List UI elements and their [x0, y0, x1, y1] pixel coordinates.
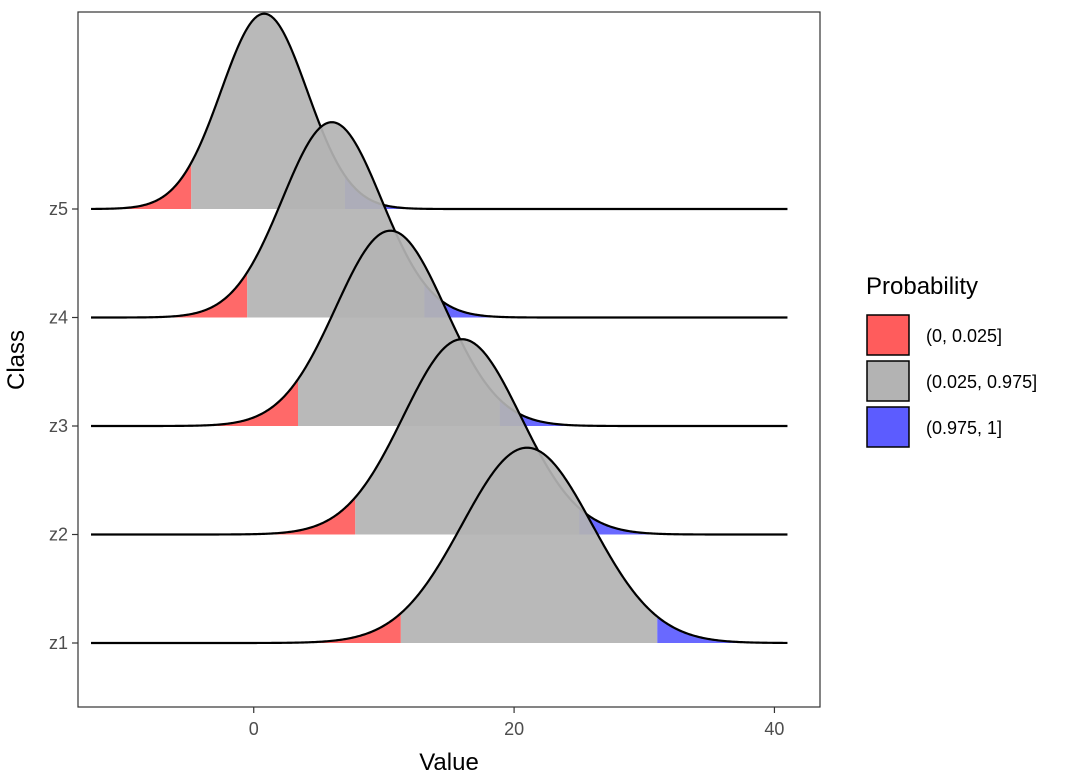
legend-swatch-central [866, 360, 910, 402]
ridge-z1-central [400, 447, 658, 643]
ridge-z2 [91, 338, 788, 536]
ridge-z1-outline [91, 446, 788, 645]
ridge-z3-upper-tail [499, 399, 788, 426]
x-tick-label-40: 40 [764, 719, 784, 739]
plot-panel-border [77, 11, 821, 708]
ridge-z5-lower-tail [91, 162, 192, 209]
legend-label-lower-tail: (0, 0.025] [926, 326, 1002, 346]
legend: Probability (0, 0.025] (0.025, 0.975] (0… [866, 273, 1037, 448]
legend-label-upper-tail: (0.975, 1] [926, 418, 1002, 438]
ridge-z4-lower-tail [91, 272, 248, 318]
y-tick-label-z3: z3 [49, 416, 68, 436]
y-axis-title: Class [3, 330, 30, 390]
ridge-z5-upper-tail [344, 175, 788, 209]
x-axis-title: Value [419, 749, 479, 776]
x-tick-label-0: 0 [249, 719, 259, 739]
legend-swatch-lower-tail [866, 314, 910, 356]
legend-title: Probability [866, 273, 978, 300]
ridge-z2-lower-tail [91, 497, 356, 535]
ridge-z1-upper-tail [657, 616, 788, 643]
ridge-z5 [91, 12, 788, 211]
ridge-z4 [91, 121, 788, 319]
x-tick-label-20: 20 [504, 719, 524, 739]
y-axis: z1 z2 z3 z4 z5 [49, 199, 78, 653]
ridge-z2-outline [91, 338, 788, 536]
x-axis: 0 20 40 [249, 707, 784, 739]
ridge-z4-upper-tail [424, 283, 788, 318]
y-tick-label-z4: z4 [49, 308, 68, 328]
ridges-layer [91, 12, 788, 645]
ridge-z1 [91, 446, 788, 645]
legend-swatch-upper-tail [866, 406, 910, 448]
y-tick-label-z1: z1 [49, 633, 68, 653]
ridge-z2-upper-tail [579, 508, 788, 535]
y-tick-label-z5: z5 [49, 199, 68, 219]
legend-label-central: (0.025, 0.975] [926, 372, 1037, 392]
ridge-z5-outline [91, 12, 788, 211]
y-tick-label-z2: z2 [49, 525, 68, 545]
ridge-z1-lower-tail [91, 613, 401, 643]
ridge-z3-lower-tail [91, 379, 299, 426]
ridge-z4-outline [91, 121, 788, 319]
ridge-z3-outline [91, 229, 788, 428]
